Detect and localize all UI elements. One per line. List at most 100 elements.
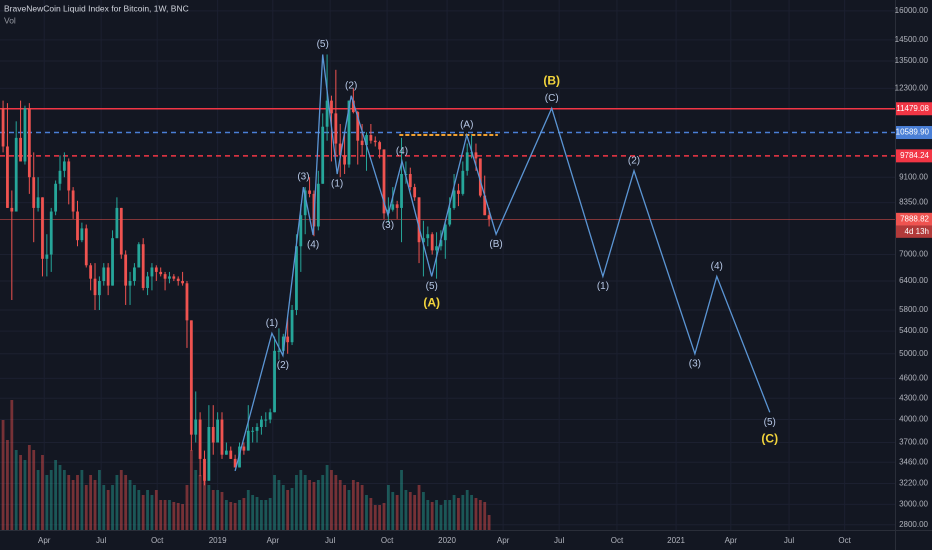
candle-body [128, 280, 132, 286]
candle-body [351, 100, 355, 113]
candle-body [80, 228, 84, 241]
wave-degree-label: (A) [423, 296, 440, 310]
y-tick-label: 14500.00 [895, 35, 929, 44]
volume-bar [391, 492, 395, 530]
candle-body [111, 238, 114, 286]
volume-bar [194, 470, 198, 530]
y-tick-label: 9100.00 [899, 172, 928, 181]
candle-body [27, 108, 31, 178]
volume-bar [14, 450, 18, 530]
y-tick-label: 5000.00 [899, 349, 928, 358]
volume-bar [286, 490, 290, 530]
volume-bar [448, 500, 452, 530]
volume-bar [203, 480, 206, 530]
candle-body [457, 190, 460, 194]
candle-body [400, 173, 403, 208]
candle-body [461, 170, 465, 194]
volume-bar [251, 495, 255, 530]
candle-body [334, 113, 338, 144]
volume-bar [255, 497, 259, 530]
volume-bar [150, 495, 154, 530]
candle-body [255, 427, 259, 431]
candle-body [277, 350, 281, 352]
volume-bar [308, 480, 311, 530]
price-tag [896, 149, 932, 163]
volume-bar [369, 498, 373, 530]
wave-label: (3) [382, 220, 394, 231]
volume-bar [224, 500, 228, 530]
y-tick-label: 8350.00 [899, 198, 928, 207]
volume-bar [49, 470, 53, 530]
candle-body [93, 278, 97, 296]
x-tick-label: Oct [151, 536, 164, 545]
volume-bar [356, 482, 360, 530]
volume-bar [330, 470, 333, 530]
candle-body [14, 137, 18, 212]
candle-body [448, 207, 452, 225]
candle-body [146, 276, 149, 288]
candle-body [343, 155, 347, 165]
volume-bar [137, 490, 141, 530]
wave-label: (A) [460, 120, 473, 131]
candle-body [133, 267, 136, 281]
candle-body [159, 271, 163, 275]
chart-title: BraveNewCoin Liquid Index for Bitcoin, 1… [4, 3, 189, 13]
candle-body [356, 112, 360, 141]
candle-body [45, 254, 49, 259]
price-tag-label: 7888.82 [900, 214, 929, 223]
y-tick-label: 2800.00 [899, 520, 928, 529]
candle-body [23, 108, 27, 162]
candle-body [220, 419, 224, 455]
candle-body [137, 244, 141, 268]
candle-body [299, 215, 303, 247]
candle-body [32, 177, 36, 208]
candle-body [281, 336, 285, 351]
volume-bar [32, 450, 36, 530]
volume-bar [106, 490, 110, 530]
candle-body [382, 149, 386, 214]
x-tick-label: 2020 [438, 536, 456, 545]
volume-bar [58, 465, 62, 530]
candle-body [176, 278, 180, 281]
volume-bar [19, 455, 22, 530]
volume-bar [273, 475, 276, 530]
candle-body [19, 137, 22, 162]
volume-bar [211, 490, 215, 530]
volume-bar [242, 498, 246, 530]
volume-bar [80, 470, 84, 530]
x-tick-label: Jul [325, 536, 335, 545]
volume-bar [452, 495, 456, 530]
x-tick-label: Jul [96, 536, 106, 545]
volume-bar [426, 500, 430, 530]
volume-bar [430, 502, 434, 530]
volume-bar [159, 500, 163, 530]
candle-body [233, 458, 237, 468]
volume-bar [198, 475, 202, 530]
volume-bar [443, 500, 447, 530]
candle-body [6, 146, 9, 208]
candle-body [264, 419, 268, 421]
candle-body [413, 187, 417, 198]
candle-body [417, 197, 421, 243]
candle-body [229, 450, 233, 459]
y-tick-label: 3460.00 [899, 457, 928, 466]
volume-bar [312, 482, 316, 530]
candle-body [89, 265, 93, 279]
wave-label: (2) [345, 80, 357, 91]
volume-bar [351, 480, 355, 530]
candle-body [316, 183, 320, 227]
volume-bar [373, 505, 377, 530]
y-tick-label: 4000.00 [899, 415, 928, 424]
candle-body [67, 161, 71, 191]
candle-body [260, 419, 263, 428]
y-tick-label: 3000.00 [899, 499, 928, 508]
candle-body [426, 234, 430, 239]
candle-body [365, 135, 368, 146]
volume-bar [10, 400, 14, 530]
candle-body [303, 190, 307, 216]
candle-body [62, 161, 66, 171]
candle-body [124, 254, 128, 286]
candle-body [378, 142, 382, 150]
volume-bar [474, 498, 478, 530]
